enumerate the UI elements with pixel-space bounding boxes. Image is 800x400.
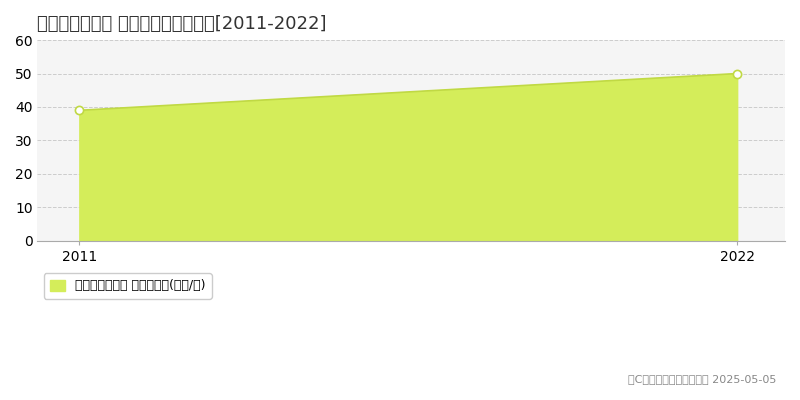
Legend: マンション価格 平均坪単価(万円/坪): マンション価格 平均坪単価(万円/坪) — [44, 273, 212, 299]
Point — [73, 107, 86, 114]
Text: 諫早市西小路町 マンション価格推移[2011-2022]: 諫早市西小路町 マンション価格推移[2011-2022] — [38, 15, 327, 33]
Point — [730, 70, 743, 77]
Text: （C）土地価格ドットコム 2025-05-05: （C）土地価格ドットコム 2025-05-05 — [628, 374, 776, 384]
